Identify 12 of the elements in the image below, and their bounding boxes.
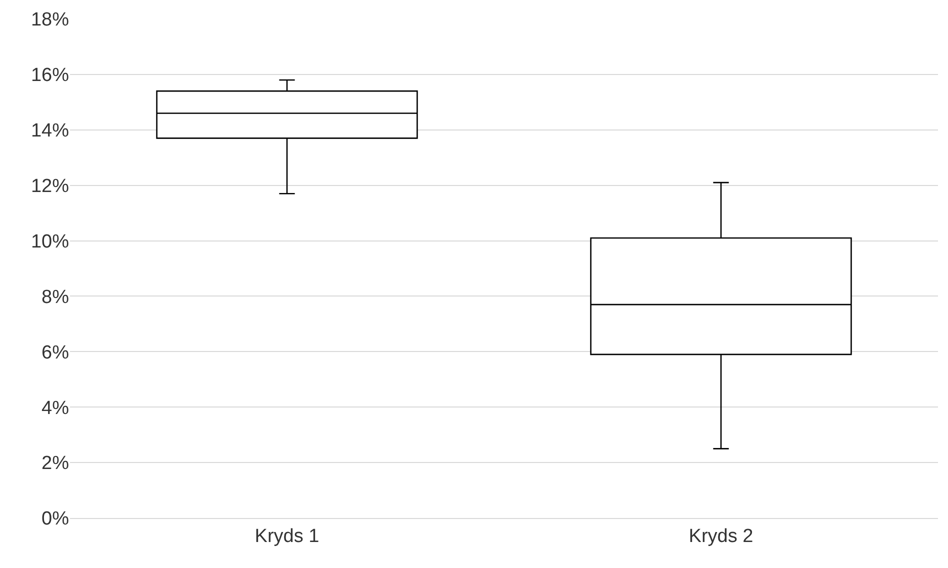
y-tick-label: 0% [42, 508, 70, 530]
y-tick-label: 10% [30, 231, 70, 252]
y-tick-label: 2% [42, 453, 70, 474]
y-tick-label: 6% [42, 342, 70, 364]
y-tick-label: 4% [42, 398, 70, 419]
y-tick-label: 18% [30, 10, 70, 31]
y-tick-label: 8% [42, 286, 70, 308]
y-tick-label: 12% [30, 176, 70, 197]
x-tick-label: Kryds 2 [688, 526, 754, 547]
y-tick-label: 16% [30, 65, 70, 86]
y-tick-label: 14% [30, 120, 70, 142]
x-tick-label: Kryds 1 [254, 526, 320, 547]
